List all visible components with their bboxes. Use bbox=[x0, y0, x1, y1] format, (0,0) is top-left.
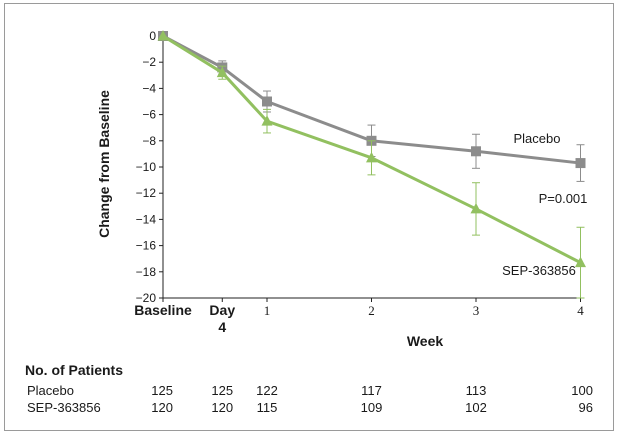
table-cell: 125 bbox=[211, 383, 233, 398]
sep-363856-point bbox=[366, 151, 377, 163]
table-cell: 102 bbox=[465, 400, 487, 415]
sep-363856-point bbox=[470, 202, 482, 214]
x-tick-label: Baseline bbox=[134, 302, 192, 318]
sep-363856-point bbox=[157, 30, 169, 41]
x-axis-title: Week bbox=[407, 333, 444, 349]
y-tick-label: −10 bbox=[136, 160, 157, 174]
y-tick-label: −12 bbox=[136, 186, 157, 200]
table-row-sep-363856: SEP-363856 120 120 115 109 102 96 bbox=[27, 400, 593, 415]
table-cell: 113 bbox=[466, 383, 487, 398]
table-cell: 122 bbox=[256, 383, 278, 398]
table-row-label: Placebo bbox=[27, 383, 74, 398]
table-row-label: SEP-363856 bbox=[27, 400, 101, 415]
table-cell: 115 bbox=[257, 400, 278, 415]
y-tick-label: 0 bbox=[149, 29, 156, 43]
sep-363856-point bbox=[575, 256, 586, 268]
table-cell: 120 bbox=[211, 400, 233, 415]
p-value-annotation: P=0.001 bbox=[539, 191, 588, 206]
table-cell: 120 bbox=[151, 400, 173, 415]
sep-363856-series-label: SEP-363856 bbox=[502, 263, 576, 278]
figure-frame: 0 −2 −4 −6 −8 −10 −12 −14 −16 −18 −20 Baseline Day 4… bbox=[4, 3, 614, 431]
y-tick-label: −2 bbox=[142, 55, 156, 69]
y-tick-label: −14 bbox=[136, 212, 157, 226]
x-tick-label: 2 bbox=[368, 303, 375, 318]
x-tick-label: 3 bbox=[473, 303, 480, 318]
placebo-series-label: Placebo bbox=[514, 131, 561, 146]
line-chart: 0−2−4−6−8−10−12−14−16−18−20 Baseline Day4… bbox=[25, 29, 593, 415]
x-tick-label: 1 bbox=[264, 303, 271, 318]
x-tick-label: 4 bbox=[577, 303, 584, 318]
y-tick-label: −20 bbox=[136, 291, 157, 305]
y-tick-label: −8 bbox=[142, 134, 156, 148]
y-tick-label: −18 bbox=[136, 265, 157, 279]
table-cell: 117 bbox=[361, 383, 382, 398]
table-cell: 109 bbox=[361, 400, 383, 415]
y-tick-label: −4 bbox=[142, 81, 156, 95]
table-cell: 96 bbox=[579, 400, 593, 415]
sep-363856-point bbox=[261, 115, 273, 126]
series-layer bbox=[157, 30, 586, 299]
series-sep-363856 bbox=[157, 30, 586, 299]
sep-363856-point bbox=[216, 66, 228, 78]
table-cell: 125 bbox=[151, 383, 173, 398]
placebo-point bbox=[471, 146, 481, 157]
patients-table-heading: No. of Patients bbox=[25, 362, 123, 378]
placebo-line bbox=[162, 34, 581, 165]
y-tick-label: −6 bbox=[142, 108, 156, 122]
y-axis-ticks: 0 −2 −4 −6 −8 −10 −12 −14 −16 −18 −20 bbox=[136, 29, 163, 305]
y-axis-title: Change from Baseline bbox=[96, 90, 112, 238]
x-tick-label: Day bbox=[209, 302, 235, 318]
table-row-placebo: Placebo 125 125 122 117 113 100 bbox=[27, 383, 593, 398]
placebo-point bbox=[262, 96, 272, 107]
table-cell: 100 bbox=[571, 383, 593, 398]
x-tick-sublabel: 4 bbox=[218, 319, 226, 335]
patients-table: Placebo 125 125 122 117 113 100 SEP-363856 120 12… bbox=[27, 383, 593, 415]
y-tick-label: −16 bbox=[136, 239, 157, 253]
sep-363856-line bbox=[162, 34, 582, 264]
placebo-point bbox=[575, 158, 586, 169]
